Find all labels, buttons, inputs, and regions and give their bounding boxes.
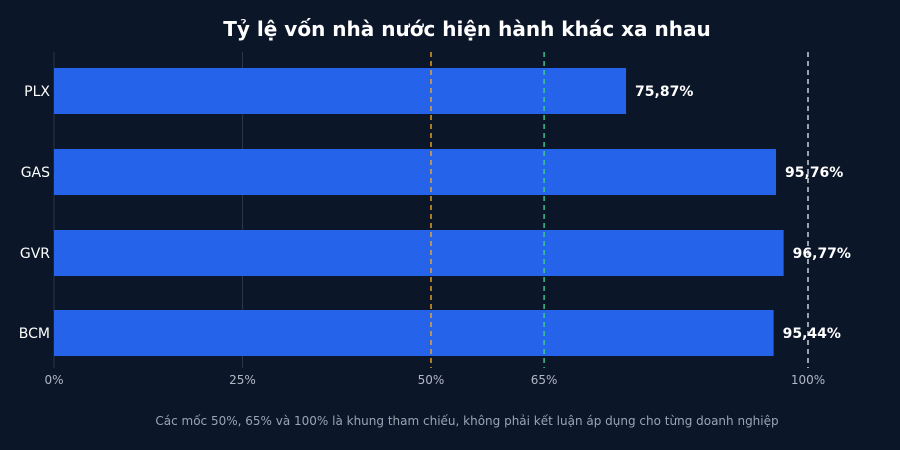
value-label-plx: 75,87% xyxy=(635,84,693,100)
category-label-gas: GAS xyxy=(21,165,50,181)
category-label-bcm: BCM xyxy=(19,326,50,342)
bars-layer xyxy=(54,68,784,356)
x-tick-label-25: 25% xyxy=(229,373,256,387)
bar-bcm xyxy=(54,310,774,356)
value-label-gas: 95,76% xyxy=(785,165,843,181)
value-label-gvr: 96,77% xyxy=(793,246,851,262)
chart-title: Tỷ lệ vốn nhà nước hiện hành khác xa nha… xyxy=(223,17,710,41)
category-label-plx: PLX xyxy=(24,84,50,100)
reference-lines-layer xyxy=(430,52,809,368)
x-tick-label-50: 50% xyxy=(418,373,445,387)
bar-plx xyxy=(54,68,627,114)
category-label-gvr: GVR xyxy=(20,246,50,262)
x-tick-label-0: 0% xyxy=(44,373,63,387)
bar-gas xyxy=(54,149,777,195)
x-tick-label-100: 100% xyxy=(791,373,825,387)
bar-gvr xyxy=(54,230,784,276)
value-label-bcm: 95,44% xyxy=(783,326,841,342)
labels-layer: PLX 75,87% GAS 95,76% GVR 96,77% BCM 95,44% 0% 25… xyxy=(19,84,851,387)
x-tick-label-65: 65% xyxy=(531,373,558,387)
chart-footnote: Các mốc 50%, 65% và 100% là khung tham c… xyxy=(155,414,778,428)
